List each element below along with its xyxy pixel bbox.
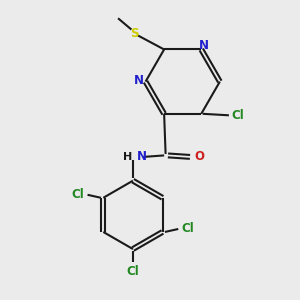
Text: S: S	[130, 27, 139, 40]
Text: Cl: Cl	[232, 109, 244, 122]
Text: O: O	[194, 150, 204, 164]
Text: N: N	[137, 150, 147, 164]
Text: Cl: Cl	[127, 265, 139, 278]
Text: N: N	[134, 74, 144, 87]
Text: Cl: Cl	[182, 223, 194, 236]
Text: H: H	[123, 152, 132, 162]
Text: Cl: Cl	[72, 188, 84, 201]
Text: N: N	[199, 39, 208, 52]
